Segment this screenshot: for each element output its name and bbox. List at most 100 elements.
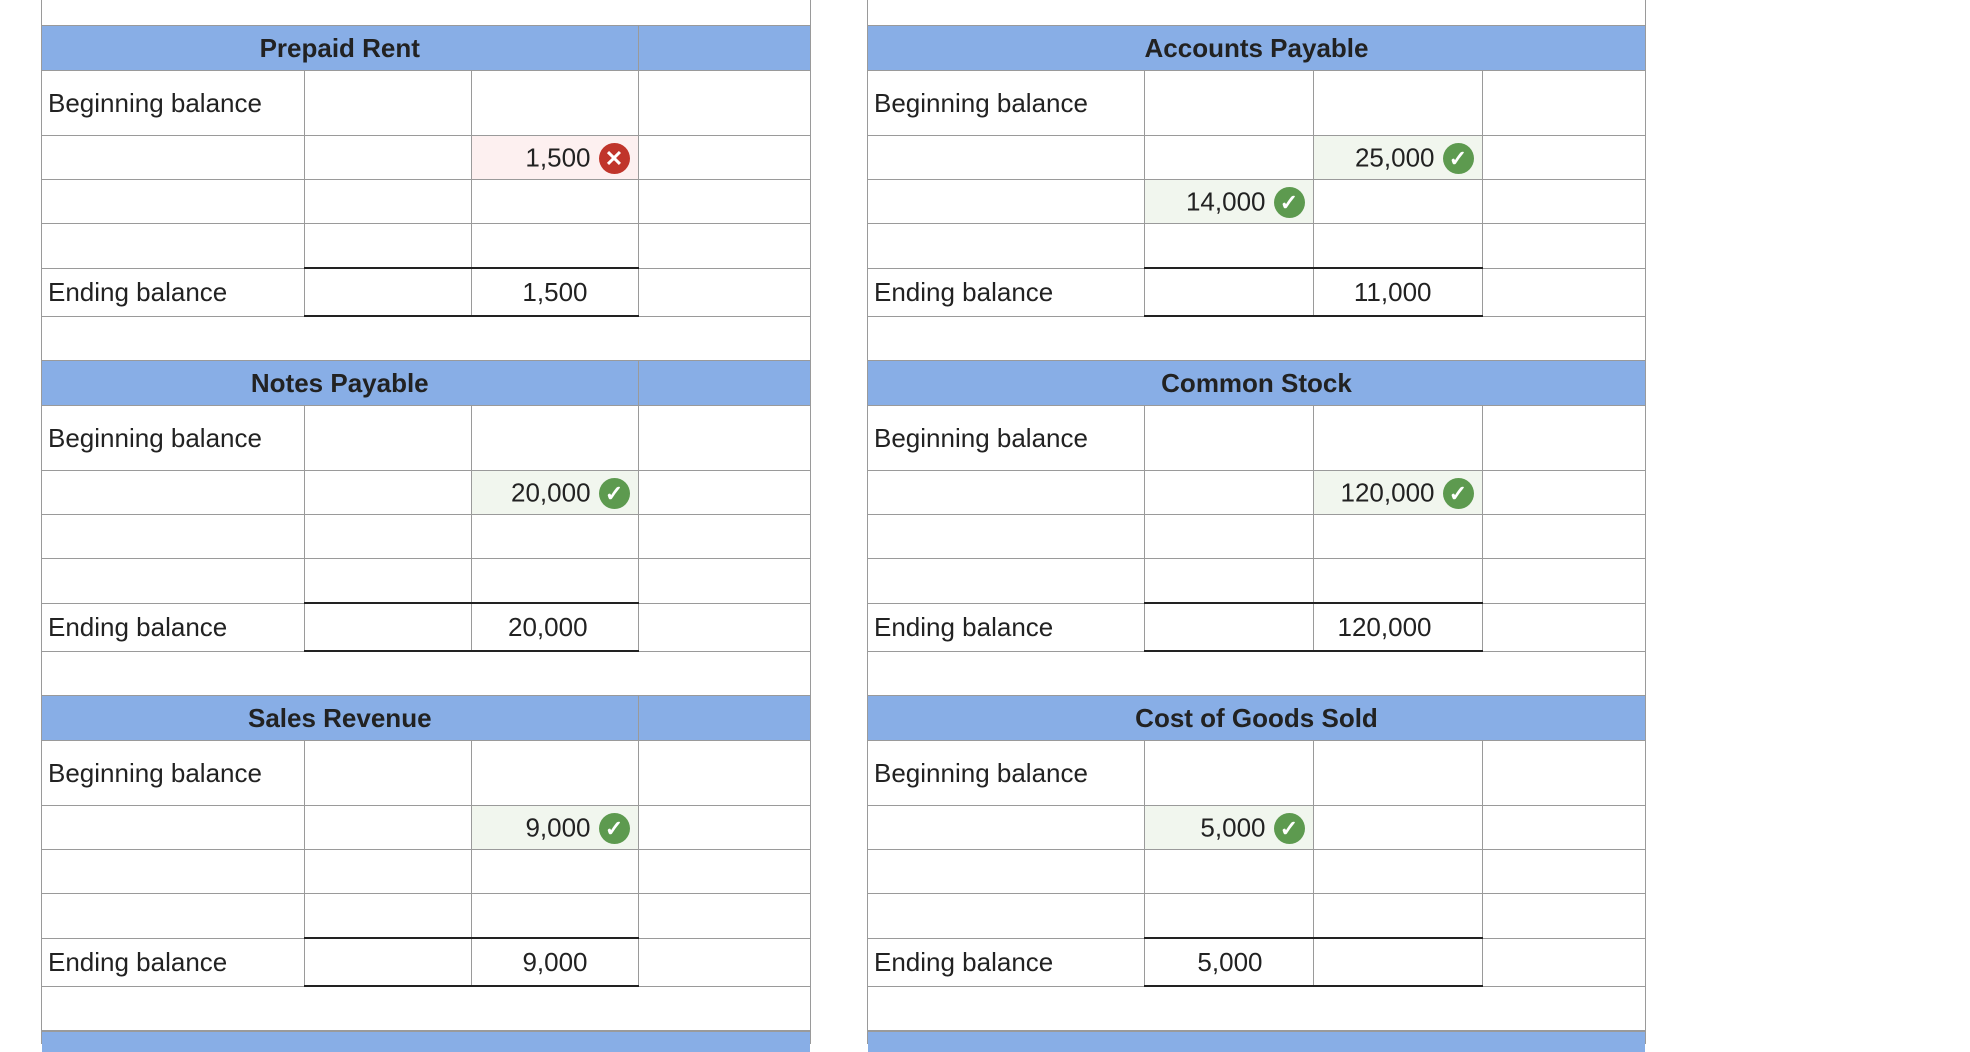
debit-input[interactable]: [1143, 70, 1314, 136]
empty-cell: [1481, 893, 1645, 939]
credit-input[interactable]: 1,500 ✕: [470, 135, 639, 180]
debit-input[interactable]: [303, 135, 472, 180]
empty-cell: [637, 558, 810, 604]
row-label-input[interactable]: [42, 135, 305, 180]
credit-input[interactable]: [1312, 893, 1483, 939]
debit-input[interactable]: [303, 558, 472, 604]
debit-input[interactable]: [303, 514, 472, 559]
credit-input[interactable]: 25,000 ✓: [1312, 135, 1483, 180]
row-label-input[interactable]: [42, 805, 305, 850]
credit-input[interactable]: 20,000 ✓: [470, 470, 639, 515]
credit-input[interactable]: [1312, 70, 1483, 136]
row-label-input[interactable]: [868, 135, 1145, 180]
debit-input[interactable]: [1143, 849, 1314, 894]
credit-input[interactable]: 120,000 ✓: [1312, 470, 1483, 515]
credit-input[interactable]: [1312, 740, 1483, 806]
debit-input[interactable]: 14,000 ✓: [1143, 179, 1314, 224]
credit-input[interactable]: [1312, 558, 1483, 604]
row-label-input[interactable]: [868, 805, 1145, 850]
spacer-row: [42, 650, 810, 696]
row-label-input[interactable]: [42, 514, 305, 559]
account-title: Accounts Payable: [1144, 32, 1369, 63]
credit-input[interactable]: [470, 849, 639, 894]
debit-input[interactable]: [303, 849, 472, 894]
row-label-input[interactable]: [868, 849, 1145, 894]
credit-ending-cell: [1312, 937, 1483, 987]
row-label-input[interactable]: [42, 558, 305, 604]
debit-input[interactable]: [303, 70, 472, 136]
debit-input[interactable]: 5,000 ✓: [1143, 805, 1314, 850]
credit-input[interactable]: [470, 405, 639, 471]
beginning-balance-label: Beginning balance: [42, 405, 305, 471]
row-label-input[interactable]: [868, 514, 1145, 559]
next-account-header-partial: [868, 1031, 1645, 1052]
debit-input[interactable]: [303, 405, 472, 471]
spacer-row: [42, 985, 810, 1031]
debit-input[interactable]: [1143, 223, 1314, 269]
row-label-input[interactable]: [868, 223, 1145, 269]
row-label-input[interactable]: [868, 470, 1145, 515]
debit-input[interactable]: [303, 179, 472, 224]
row-label-input[interactable]: [868, 893, 1145, 939]
debit-input[interactable]: [1143, 558, 1314, 604]
debit-input[interactable]: [303, 223, 472, 269]
debit-input[interactable]: [303, 893, 472, 939]
debit-input[interactable]: [1143, 470, 1314, 515]
credit-input[interactable]: [470, 740, 639, 806]
credit-input[interactable]: [470, 558, 639, 604]
row-label-input[interactable]: [868, 179, 1145, 224]
beginning-balance-label: Beginning balance: [42, 740, 305, 806]
empty-cell: [637, 937, 810, 987]
debit-input[interactable]: [303, 470, 472, 515]
debit-input[interactable]: [1143, 514, 1314, 559]
row-label-input[interactable]: [868, 558, 1145, 604]
empty-cell: [637, 470, 810, 515]
empty-cell: [1481, 135, 1645, 180]
ending-balance-label: Ending balance: [868, 937, 1145, 987]
debit-input[interactable]: [1143, 893, 1314, 939]
debit-ending-cell: [303, 602, 472, 652]
account-title-cell: Cost of Goods Sold: [868, 696, 1645, 741]
ending-balance-label: Ending balance: [868, 602, 1145, 652]
empty-cell: [637, 267, 810, 317]
account-title: Prepaid Rent: [259, 32, 420, 63]
row-label-input[interactable]: [42, 179, 305, 224]
empty-cell: [1481, 70, 1645, 136]
beginning-balance-label: Beginning balance: [868, 405, 1145, 471]
beginning-balance-label: Beginning balance: [868, 740, 1145, 806]
t-account-common-stock: Common Stock Beginning balance 120,000 ✓: [868, 361, 1645, 696]
credit-input[interactable]: [470, 223, 639, 269]
credit-input[interactable]: [470, 179, 639, 224]
row-label-input[interactable]: [42, 223, 305, 269]
account-title-cell: Common Stock: [868, 361, 1645, 406]
empty-cell: [1481, 470, 1645, 515]
empty-cell: [1481, 267, 1645, 317]
debit-input[interactable]: [303, 740, 472, 806]
empty-cell: [637, 405, 810, 471]
credit-input[interactable]: [470, 893, 639, 939]
credit-input[interactable]: [1312, 805, 1483, 850]
credit-input[interactable]: [1312, 179, 1483, 224]
check-circle-icon: ✓: [1442, 477, 1474, 509]
row-label-input[interactable]: [42, 849, 305, 894]
account-title: Common Stock: [1161, 367, 1352, 398]
debit-input[interactable]: [1143, 740, 1314, 806]
row-label-input[interactable]: [42, 893, 305, 939]
credit-input[interactable]: [470, 70, 639, 136]
credit-input[interactable]: 9,000 ✓: [470, 805, 639, 850]
t-account-cost-of-goods-sold: Cost of Goods Sold Beginning balance 5,0…: [868, 696, 1645, 1031]
credit-input[interactable]: [1312, 405, 1483, 471]
debit-input[interactable]: [1143, 135, 1314, 180]
credit-input[interactable]: [1312, 514, 1483, 559]
credit-input[interactable]: [1312, 223, 1483, 269]
beginning-balance-label: Beginning balance: [42, 70, 305, 136]
entry-value: 14,000: [1185, 186, 1266, 217]
empty-cell: [1481, 849, 1645, 894]
empty-cell: [637, 514, 810, 559]
credit-input[interactable]: [470, 514, 639, 559]
row-label-input[interactable]: [42, 470, 305, 515]
entry-value: 120,000: [1340, 477, 1435, 508]
credit-input[interactable]: [1312, 849, 1483, 894]
debit-input[interactable]: [1143, 405, 1314, 471]
debit-input[interactable]: [303, 805, 472, 850]
